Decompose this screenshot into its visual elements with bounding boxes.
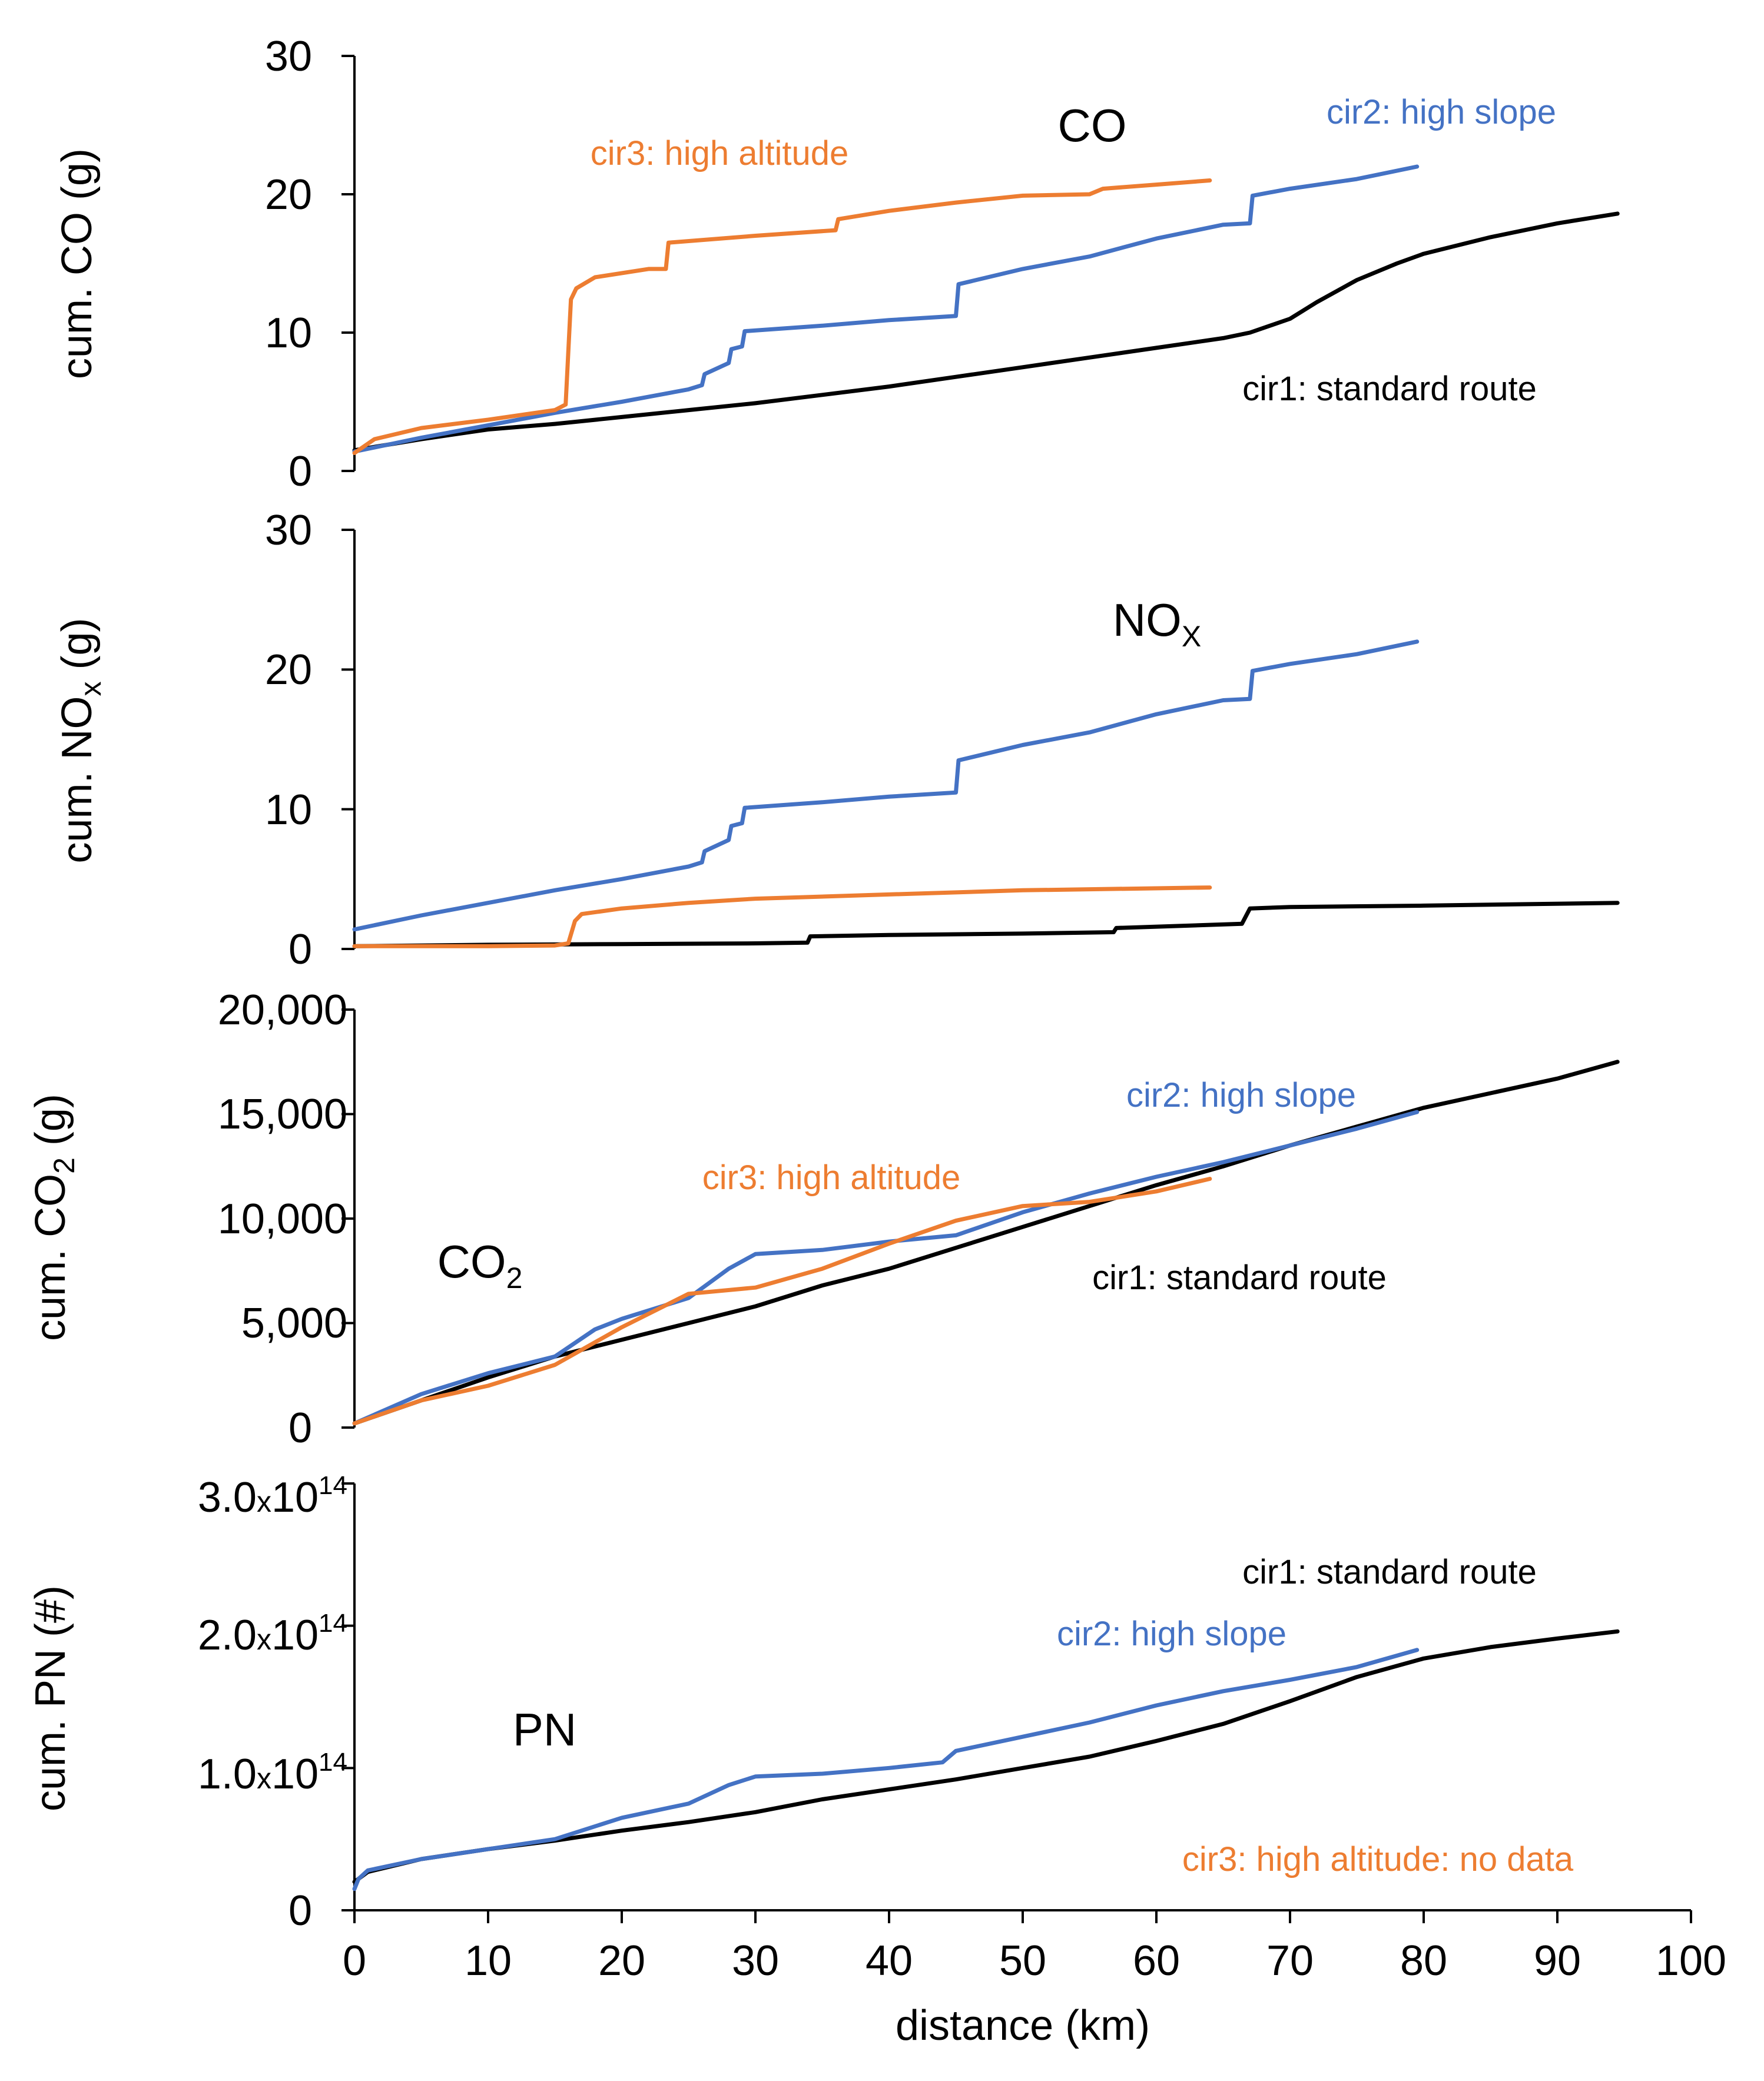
co2-y-axis-label-text: cum. CO2 (g)	[27, 1094, 81, 1341]
co-y-axis-label: cum. CO (g)	[54, 148, 101, 379]
pn-y-tick-label: 0	[289, 1887, 312, 1934]
co2-series-group	[352, 1060, 1620, 1426]
nox-y-tick-label: 0	[289, 926, 312, 973]
panel-nox: 0 10 20 30 cum. NOx (g) NOX	[54, 507, 1620, 973]
pn-annotation-cir1: cir1: standard route	[1242, 1553, 1537, 1591]
co-y-tick-label: 0	[289, 448, 312, 495]
co-y-tick-label: 20	[265, 171, 312, 218]
pn-series-cir2	[352, 1648, 1420, 1891]
co-y-tick-marks	[341, 55, 354, 472]
co2-series-cir3	[352, 1177, 1212, 1426]
x-tick-label: 0	[343, 1937, 366, 1984]
pn-panel-title: PN	[513, 1704, 576, 1755]
x-tick-label: 10	[465, 1937, 512, 1984]
x-tick-label: 80	[1400, 1937, 1447, 1984]
co2-y-tick-label: 5,000	[241, 1300, 347, 1347]
co2-annotation-cir2: cir2: high slope	[1126, 1076, 1356, 1114]
co2-y-tick-marks	[341, 1008, 354, 1429]
x-tick-label: 20	[598, 1937, 645, 1984]
nox-series-cir3	[352, 885, 1212, 948]
co-annotation-cir1: cir1: standard route	[1242, 370, 1537, 408]
co2-y-tick-label: 20,000	[218, 987, 347, 1034]
co-series-cir2	[352, 164, 1420, 454]
co-panel-title: CO	[1058, 99, 1127, 151]
co2-y-axis-label: cum. CO2 (g)	[27, 1094, 81, 1341]
pn-y-axis-label: cum. PN (#)	[27, 1585, 74, 1811]
nox-y-tick-label: 20	[265, 646, 312, 693]
nox-series-group	[352, 639, 1620, 948]
x-tick-label: 70	[1266, 1937, 1314, 1984]
x-tick-label: 50	[999, 1937, 1046, 1984]
nox-y-tick-marks	[341, 529, 354, 950]
nox-y-tick-label: 30	[265, 507, 312, 554]
co-y-tick-label: 30	[265, 33, 312, 80]
co-series-cir1	[352, 211, 1620, 453]
co-y-tick-label: 10	[265, 310, 312, 357]
nox-y-axis-label-text: cum. NOx (g)	[54, 618, 107, 863]
co2-y-tick-label: 0	[289, 1405, 312, 1452]
x-tick-label: 40	[866, 1937, 913, 1984]
x-tick-label: 100	[1656, 1937, 1726, 1984]
co2-series-cir1	[352, 1060, 1620, 1426]
co2-y-tick-label: 10,000	[218, 1196, 347, 1243]
pn-y-tick-marks	[341, 1482, 354, 1911]
pn-annotation-cir2: cir2: high slope	[1057, 1615, 1286, 1653]
x-axis-label: distance (km)	[896, 2002, 1150, 2049]
nox-series-cir2	[352, 639, 1420, 932]
panel-co: 0 10 20 30 cum. CO (g) CO cir3: high alt…	[54, 33, 1620, 495]
x-axis-ticks: 0 10 20 30 40 50 60 70 80 90 100	[343, 1910, 1726, 1984]
x-axis: 0 10 20 30 40 50 60 70 80 90 100 distance (km)	[343, 1909, 1726, 2049]
co-annotation-cir2: cir2: high slope	[1327, 93, 1556, 131]
co2-y-tick-label: 15,000	[218, 1091, 347, 1138]
x-tick-label: 60	[1133, 1937, 1180, 1984]
nox-y-axis-label: cum. NOx (g)	[54, 618, 107, 863]
co2-annotation-cir3: cir3: high altitude	[702, 1159, 960, 1197]
nox-y-tick-label: 10	[265, 786, 312, 834]
panel-co2: 0 5,000 10,000 15,000 20,000 cum. CO2 (g…	[27, 987, 1620, 1452]
nox-series-cir1	[352, 901, 1620, 948]
x-tick-label: 90	[1534, 1937, 1581, 1984]
pn-series-group	[352, 1629, 1620, 1891]
co2-annotation-cir1: cir1: standard route	[1092, 1259, 1387, 1297]
co-series-cir3	[352, 178, 1212, 455]
pn-annotation-cir3: cir3: high altitude: no data	[1182, 1840, 1574, 1878]
x-tick-label: 30	[732, 1937, 779, 1984]
co2-series-cir2	[352, 1110, 1420, 1426]
co-annotation-cir3: cir3: high altitude	[591, 134, 848, 172]
co2-panel-title: CO2	[437, 1236, 523, 1295]
co-series-group	[352, 164, 1620, 455]
